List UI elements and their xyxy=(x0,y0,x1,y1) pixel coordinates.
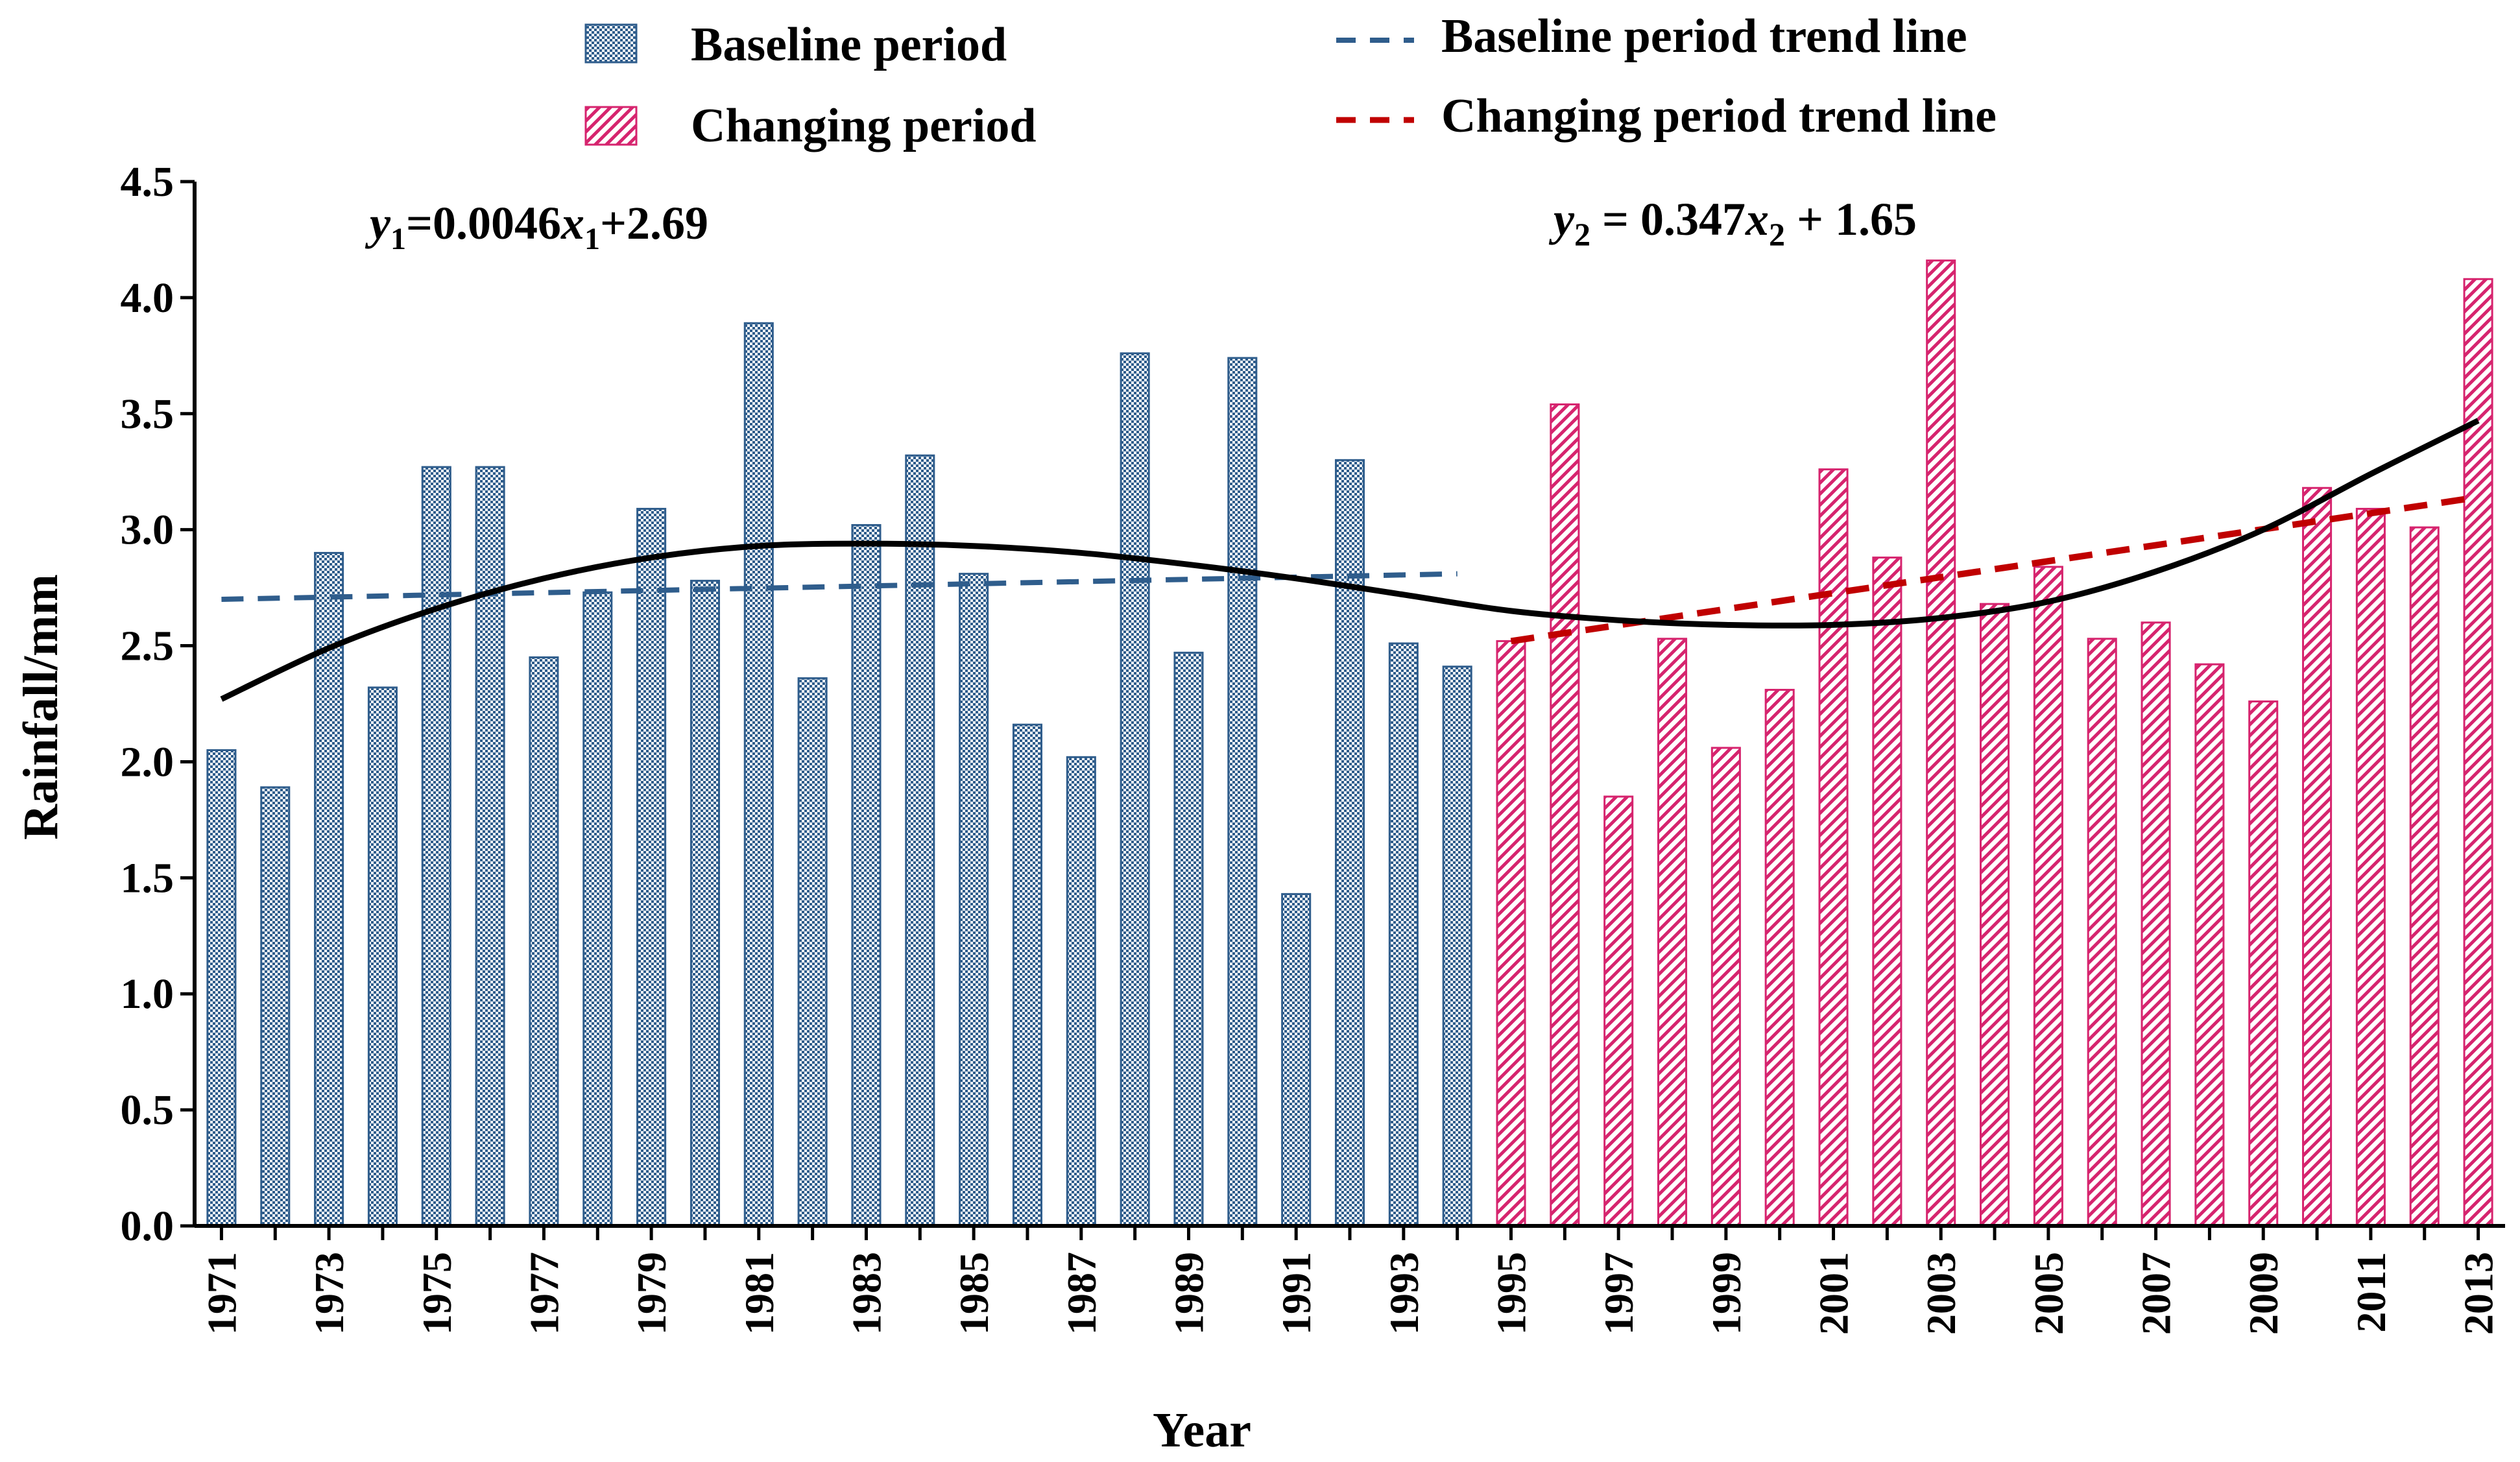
x-tick-label: 1997 xyxy=(1596,1252,1642,1335)
bar-changing-1995 xyxy=(1496,640,1526,1227)
legend-swatch-baseline xyxy=(584,23,638,64)
bar-baseline-1977 xyxy=(529,656,559,1227)
y-tick-label: 1.5 xyxy=(121,854,174,902)
bar-changing-2005 xyxy=(2033,566,2063,1227)
x-tick-label: 1977 xyxy=(521,1252,567,1335)
bar-changing-2012 xyxy=(2409,526,2440,1227)
bar-baseline-1990 xyxy=(1227,357,1258,1227)
trend-line-changing xyxy=(1510,494,2479,645)
bar-baseline-1974 xyxy=(367,686,398,1227)
y-tick-label: 3.0 xyxy=(121,507,174,554)
x-tick-label: 2005 xyxy=(2026,1252,2072,1335)
legend-label-changing-trend: Changing period trend line xyxy=(1441,90,1997,143)
y-tick-label: 1.0 xyxy=(121,970,174,1018)
x-tick-label: 1981 xyxy=(736,1252,782,1335)
y-tick-label: 4.0 xyxy=(121,274,174,322)
bar-baseline-1979 xyxy=(636,507,667,1227)
bar-baseline-1971 xyxy=(206,749,237,1227)
bar-changing-2011 xyxy=(2355,507,2386,1227)
bar-baseline-1976 xyxy=(475,466,505,1227)
y-tick-label: 3.5 xyxy=(121,390,174,438)
x-tick-label: 1973 xyxy=(306,1252,352,1335)
lines-layer xyxy=(220,418,2480,702)
x-tick-label: 1975 xyxy=(414,1252,460,1335)
bar-baseline-1975 xyxy=(421,466,451,1227)
y-tick-label: 0.0 xyxy=(121,1203,174,1250)
equation-baseline: y1=0.0046x1+2.69 xyxy=(365,197,708,256)
x-tick-label: 2013 xyxy=(2456,1252,2502,1335)
x-tick-label: 2007 xyxy=(2133,1252,2179,1335)
bar-baseline-1983 xyxy=(851,524,882,1227)
x-tick-label: 1993 xyxy=(1381,1252,1427,1335)
bar-baseline-1985 xyxy=(959,573,989,1227)
bar-baseline-1984 xyxy=(905,454,935,1227)
bar-changing-2000 xyxy=(1764,689,1795,1227)
bar-baseline-1972 xyxy=(260,786,291,1227)
equation-changing: y2 = 0.347x2 + 1.65 xyxy=(1548,193,1917,252)
bars-layer xyxy=(206,259,2493,1227)
bar-baseline-1993 xyxy=(1388,642,1419,1227)
legend-swatch-changing xyxy=(584,106,638,146)
bar-baseline-1987 xyxy=(1066,756,1096,1227)
bar-changing-1997 xyxy=(1603,795,1634,1227)
bar-baseline-1978 xyxy=(582,591,613,1227)
bar-changing-2007 xyxy=(2141,621,2171,1227)
x-tick-label: 1971 xyxy=(198,1252,245,1335)
legend-label-baseline: Baseline period xyxy=(691,18,1007,71)
bar-baseline-1982 xyxy=(797,677,828,1227)
bar-changing-2001 xyxy=(1818,468,1849,1227)
bar-baseline-1991 xyxy=(1281,893,1312,1227)
bar-changing-1998 xyxy=(1657,638,1688,1227)
x-tick-label: 1999 xyxy=(1703,1252,1749,1335)
y-axis-title: Rainfall/mm xyxy=(14,574,68,840)
trend-line-baseline xyxy=(221,571,1458,602)
x-tick-label: 1987 xyxy=(1059,1252,1105,1335)
bar-changing-2009 xyxy=(2248,700,2279,1227)
y-tick-label: 0.5 xyxy=(121,1086,174,1134)
x-tick-label: 1995 xyxy=(1489,1252,1535,1335)
x-tick-label: 2001 xyxy=(1811,1252,1857,1335)
legend-label-baseline-trend: Baseline period trend line xyxy=(1441,10,1967,63)
bar-changing-2004 xyxy=(1980,603,2010,1227)
bar-baseline-1989 xyxy=(1173,651,1204,1227)
bar-changing-2008 xyxy=(2194,663,2225,1227)
legend: Baseline period Changing period Baseline… xyxy=(584,10,1997,152)
y-tick-label: 4.5 xyxy=(121,158,174,206)
bar-changing-2003 xyxy=(1926,259,1956,1227)
polynomial-fit-curve xyxy=(220,418,2480,702)
bar-baseline-1980 xyxy=(690,579,720,1227)
x-tick-label: 1985 xyxy=(951,1252,997,1335)
bar-changing-2010 xyxy=(2302,486,2333,1227)
x-tick-label: 1983 xyxy=(843,1252,889,1335)
bar-changing-1996 xyxy=(1550,403,1580,1227)
x-tick-label: 2003 xyxy=(1918,1252,1964,1335)
bar-changing-2013 xyxy=(2463,278,2493,1227)
x-tick-label: 2009 xyxy=(2240,1252,2286,1335)
bar-changing-2002 xyxy=(1872,557,1902,1227)
bar-baseline-1981 xyxy=(743,322,774,1227)
x-tick-label: 1979 xyxy=(629,1252,675,1335)
bar-baseline-1986 xyxy=(1012,723,1043,1227)
x-tick-label: 1991 xyxy=(1273,1252,1319,1335)
bar-baseline-1994 xyxy=(1442,665,1472,1227)
x-axis-title: Year xyxy=(1153,1403,1251,1457)
axes-layer: 0.0 0.5 1.0 1.5 2.0 2.5 3.0 3.5 4.0 4.5 1971 1973 19… xyxy=(121,158,2505,1335)
bar-baseline-1988 xyxy=(1120,352,1150,1227)
x-tick-label: 2011 xyxy=(2348,1252,2394,1332)
legend-label-changing: Changing period xyxy=(691,99,1037,152)
y-tick-label: 2.5 xyxy=(121,623,174,670)
x-tick-label: 1989 xyxy=(1166,1252,1212,1335)
y-tick-label: 2.0 xyxy=(121,738,174,785)
bar-changing-2006 xyxy=(2087,638,2117,1227)
bar-changing-1999 xyxy=(1710,747,1741,1227)
